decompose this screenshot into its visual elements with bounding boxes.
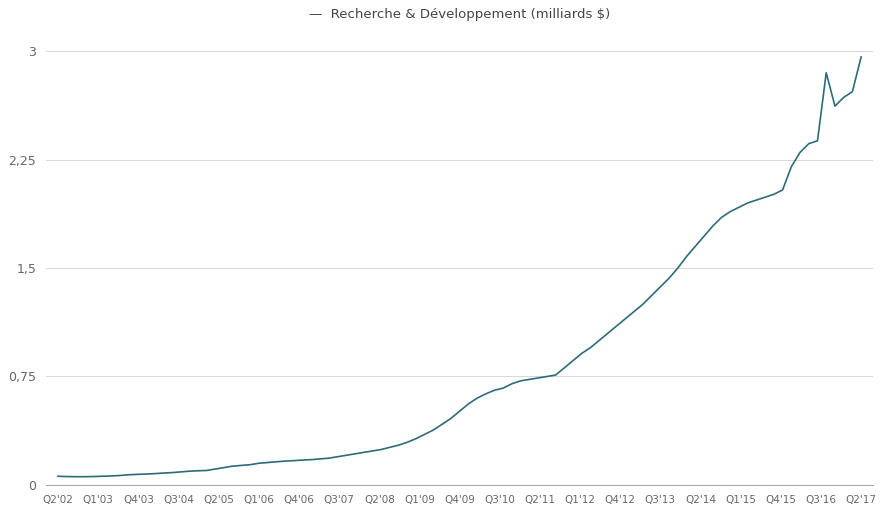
Title: —  Recherche & Développement (milliards $): — Recherche & Développement (milliards $… (308, 8, 610, 22)
